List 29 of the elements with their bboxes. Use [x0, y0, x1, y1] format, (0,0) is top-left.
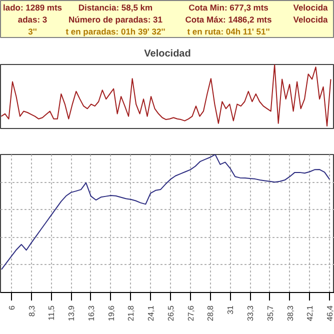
text: Cota Máx: 1486,2 mts — [185, 14, 272, 24]
x-tick-label: 24,1 — [146, 304, 156, 322]
text: t en ruta: 04h 11' 51'' — [187, 26, 270, 36]
x-tick-label: 19,6 — [106, 304, 116, 322]
x-tick-label: 28,8 — [206, 304, 216, 322]
text: Número de paradas: 31 — [68, 14, 163, 24]
x-tick-label: 11,5 — [47, 304, 56, 320]
x-tick-label: 46,4 — [326, 304, 334, 322]
text: Cota Min: 677,3 mts — [188, 2, 269, 12]
x-tick-label: 33,3 — [246, 304, 256, 322]
x-tick-label: 6 — [7, 304, 16, 310]
chart-title: Velocidad — [144, 48, 191, 60]
x-tick-label: 35,7 — [266, 304, 275, 322]
x-tick-label: 31 — [226, 304, 236, 314]
x-tick-label: 26,5 — [166, 304, 176, 322]
x-tick-label: 8,3 — [27, 304, 36, 317]
x-tick-label: 21,8 — [126, 304, 136, 322]
text: t en paradas: 01h 39' 32'' — [66, 26, 166, 36]
x-tick-label: 42,1 — [306, 304, 315, 322]
text: Velocida — [293, 14, 328, 24]
text: Velocida — [293, 2, 328, 12]
x-tick-label: 16,3 — [86, 304, 96, 322]
x-tick-label: 13,9 — [67, 304, 76, 322]
text: Distancia: 58,5 km — [78, 2, 154, 12]
text: lado: 1289 mts — [2, 2, 62, 12]
x-tick-label: 38,3 — [286, 304, 295, 322]
text: 3'' — [28, 26, 37, 36]
text: adas: 3 — [18, 14, 48, 24]
x-tick-label: 27,6 — [186, 304, 196, 322]
